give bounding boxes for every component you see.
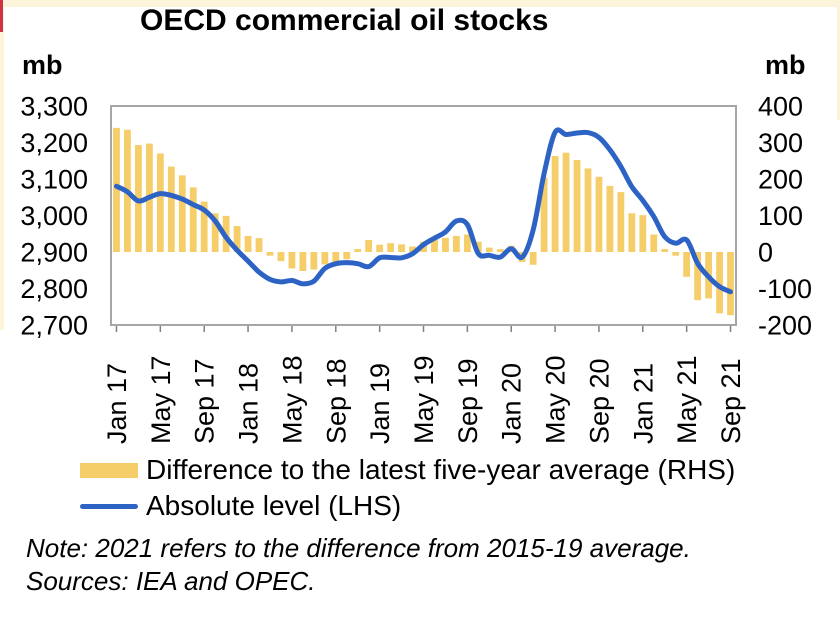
bar-Sep 17 (200, 201, 208, 252)
x-axis-tick-label: Sep 18 (321, 358, 351, 444)
bar-Jul 19 (442, 237, 449, 252)
bar-Apr 19 (409, 246, 416, 252)
x-axis-tick-label: May 20 (541, 355, 571, 444)
bar-Mar 21 (661, 249, 669, 252)
right-axis-tick-label: 400 (758, 92, 803, 122)
left-axis-tick-label: 2,800 (20, 274, 88, 304)
bar-Jun 21 (694, 252, 702, 301)
bar-Sep 20 (595, 176, 603, 252)
bar-Jul 18 (310, 252, 318, 270)
bar-Aug 18 (321, 252, 329, 265)
right-axis-tick-label: 300 (758, 128, 803, 158)
bar-Apr 20 (540, 177, 548, 252)
bar-Sep 18 (332, 252, 340, 263)
left-axis-unit-label: mb (22, 50, 63, 80)
bar-Aug 19 (453, 235, 460, 252)
x-axis-tick-label: Jan 19 (365, 363, 395, 444)
chart-title: OECD commercial oil stocks (140, 4, 549, 37)
left-axis-tick-label: 2,900 (20, 238, 88, 268)
right-axis-tick-label: 200 (758, 165, 803, 195)
bar-Dec 17 (233, 226, 241, 252)
right-axis-tick-label: 100 (758, 201, 803, 231)
bar-Jun 18 (299, 252, 307, 271)
legend-label-absolute: Absolute level (LHS) (146, 490, 402, 521)
bar-Aug 21 (716, 252, 723, 314)
bar-May 17 (156, 153, 164, 252)
page-edge-accent (0, 0, 3, 32)
x-axis-tick-label: Sep 17 (190, 358, 220, 444)
x-axis-tick-label: May 17 (146, 355, 176, 444)
bar-Mar 19 (398, 244, 405, 252)
bar-Oct 20 (606, 185, 614, 252)
x-axis-tick-label: Sep 19 (453, 358, 483, 444)
page-edge-right (837, 0, 840, 120)
bar-Jan 21 (639, 215, 647, 252)
right-axis-tick-label: 0 (758, 238, 773, 268)
bar-Oct 18 (343, 252, 351, 260)
bar-Dec 18 (365, 239, 373, 252)
right-axis-unit-label: mb (765, 50, 806, 80)
bar-Nov 18 (354, 249, 362, 252)
absolute-level-line (114, 127, 733, 295)
bar-Dec 20 (628, 213, 636, 252)
bar-Feb 21 (650, 234, 658, 252)
sources-text: Sources: IEA and OPEC. (26, 566, 316, 596)
bar-Jun 17 (167, 166, 175, 252)
combo-chart: 3,300 3,200 3,100 3,000 2,900 2,800 2,700 400 30… (20, 92, 812, 445)
bar-Jan 18 (244, 235, 252, 252)
x-axis-tick-label: May 19 (409, 355, 439, 444)
legend-item-difference: Difference to the latest five-year avera… (80, 452, 820, 488)
left-axis-tick-label: 3,300 (20, 92, 88, 122)
right-axis-tick-label: -200 (758, 311, 812, 341)
bar-Apr 18 (277, 252, 285, 262)
plot-border (110, 105, 737, 326)
bar-Oct 17 (211, 213, 219, 252)
left-axis-tick-label: 2,700 (20, 311, 88, 341)
left-axis-tick-label: 3,100 (20, 165, 88, 195)
left-axis-tick-label: 3,000 (20, 201, 88, 231)
right-axis-tick-label: -100 (758, 274, 812, 304)
x-axis-tick-label: Sep 20 (584, 358, 614, 444)
bar-May 20 (551, 156, 559, 252)
bar-Feb 19 (387, 243, 395, 252)
page-edge-top (0, 0, 840, 7)
bar-Mar 20 (529, 252, 537, 265)
bar-Jan 19 (376, 244, 384, 252)
bar-Apr 21 (672, 252, 680, 256)
x-axis-tick-label: Jan 18 (234, 363, 264, 444)
legend-label-difference: Difference to the latest five-year avera… (146, 454, 736, 485)
bar-Nov 19 (485, 247, 493, 252)
bar-Feb 18 (255, 238, 263, 252)
bar-Sep 19 (463, 234, 471, 252)
legend-item-absolute: Absolute level (LHS) (80, 488, 820, 524)
page-edge-left (0, 0, 4, 330)
bar-series-swatch (80, 462, 138, 478)
bar-Oct 19 (474, 241, 482, 252)
bar-Aug 20 (584, 168, 592, 252)
x-axis-tick-label: May 21 (672, 355, 702, 444)
bar-Jun 19 (431, 238, 438, 252)
bar-Mar 18 (266, 252, 274, 256)
bar-Jul 17 (178, 175, 186, 252)
bar-Jan 17 (113, 127, 120, 252)
legend: Difference to the latest five-year avera… (80, 452, 820, 524)
x-axis-tick-label: Jan 20 (497, 363, 527, 444)
x-axis-tick-label: May 18 (277, 355, 307, 444)
left-axis-tick-label: 3,200 (20, 128, 88, 158)
bar-Jun 20 (562, 152, 570, 252)
note-text: Note: 2021 refers to the difference from… (26, 533, 691, 563)
bar-May 21 (683, 252, 691, 277)
x-axis-tick-label: Jan 17 (102, 363, 132, 444)
line-series-swatch (80, 503, 138, 509)
footnotes: Note: 2021 refers to the difference from… (26, 532, 816, 598)
x-axis-tick-label: Sep 21 (716, 358, 746, 444)
bar-Dec 19 (496, 249, 504, 252)
bar-Nov 20 (617, 192, 625, 252)
bar-Jul 20 (573, 160, 581, 252)
bar-May 18 (288, 252, 296, 269)
bar-Aug 17 (189, 187, 197, 252)
x-axis-tick-label: Jan 21 (628, 363, 658, 444)
bar-Sep 21 (727, 252, 734, 316)
